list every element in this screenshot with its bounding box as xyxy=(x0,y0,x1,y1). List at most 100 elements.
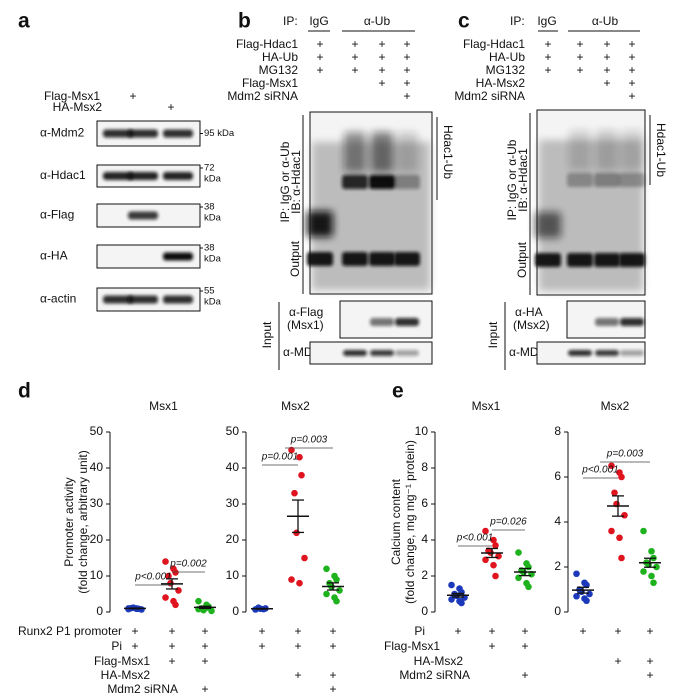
condition-mark: + xyxy=(378,37,385,51)
data-point xyxy=(648,547,655,555)
blot-label: α-Mdm2 xyxy=(40,126,85,140)
data-point xyxy=(492,542,499,549)
error-bar xyxy=(129,607,141,610)
condition-mark: + xyxy=(329,668,336,682)
condition-mark: + xyxy=(201,639,208,653)
blot-band xyxy=(594,253,620,267)
data-point xyxy=(162,594,169,601)
p-value: p=0.002 xyxy=(169,559,207,570)
condition-mark: + xyxy=(576,50,583,64)
y-axis-label: (fold change, arbitrary unit) xyxy=(76,450,90,593)
panel-letter: d xyxy=(18,380,31,403)
blot-band xyxy=(163,295,193,304)
data-point xyxy=(172,569,179,576)
blot-label: (Msx2) xyxy=(513,318,550,332)
error-bar xyxy=(486,547,498,559)
blot-band xyxy=(128,211,158,220)
data-point xyxy=(608,527,615,535)
chart-title: Msx2 xyxy=(281,399,310,413)
blot-band xyxy=(620,350,644,356)
condition-label: HA-Msx2 xyxy=(476,76,526,90)
data-point xyxy=(482,556,489,564)
data-point xyxy=(288,576,295,583)
data-point xyxy=(298,471,305,479)
y-tick-label: 50 xyxy=(226,424,240,438)
condition-mark: + xyxy=(378,76,385,90)
p-value: p<0.001 xyxy=(134,572,171,583)
condition-mark: + xyxy=(403,89,410,103)
blot-band xyxy=(535,212,561,238)
condition-mark: + xyxy=(351,37,358,51)
condition-mark: + xyxy=(201,682,208,696)
y-tick-label: 30 xyxy=(226,496,240,510)
kda-label: 72 xyxy=(204,163,215,174)
y-tick-label: 0 xyxy=(96,604,103,618)
data-point xyxy=(573,592,580,600)
blot-band xyxy=(596,130,618,170)
condition-mark: + xyxy=(168,639,175,653)
y-axis-label: Calcium content xyxy=(389,478,403,565)
blot-band xyxy=(595,318,619,326)
condition-mark: + xyxy=(579,624,586,638)
y-tick-label: 6 xyxy=(554,469,561,483)
condition-label: Mdm2 siRNA xyxy=(227,89,298,103)
condition-mark: + xyxy=(614,654,621,668)
ip-label: IP: xyxy=(510,14,525,28)
y-tick-label: 0 xyxy=(421,604,428,618)
condition-mark: + xyxy=(488,624,495,638)
ip-group: α-Ub xyxy=(364,14,391,28)
y-tick-label: 30 xyxy=(90,496,104,510)
data-point xyxy=(495,552,502,560)
condition-mark: + xyxy=(544,63,551,77)
condition-mark: + xyxy=(628,50,635,64)
data-point xyxy=(323,565,330,573)
data-point xyxy=(301,554,308,562)
error-bar xyxy=(452,592,464,598)
blot-band xyxy=(103,172,133,180)
blot-band xyxy=(567,253,593,267)
condition-mark: + xyxy=(129,89,136,103)
blot-band xyxy=(567,173,593,187)
condition-mark: + xyxy=(628,37,635,51)
data-point xyxy=(608,462,615,470)
blot-band xyxy=(620,318,644,326)
blot-band xyxy=(396,132,418,172)
p-value: p=0.003 xyxy=(606,449,644,460)
data-point xyxy=(490,561,497,569)
blot-band xyxy=(619,173,645,187)
blot-band xyxy=(128,295,158,304)
condition-mark: + xyxy=(201,654,208,668)
condition-mark: + xyxy=(628,76,635,90)
error-bar xyxy=(292,499,304,534)
blot-label: (Msx1) xyxy=(287,318,324,332)
condition-mark: + xyxy=(378,63,385,77)
blot-band xyxy=(568,350,592,356)
blot-band xyxy=(395,350,419,356)
condition-mark: + xyxy=(351,50,358,64)
y-tick-label: 20 xyxy=(90,532,104,546)
input-label: Input xyxy=(486,321,500,348)
data-point xyxy=(621,511,628,519)
ip-ib-label: IP: IgG or α-Ub xyxy=(278,141,292,222)
condition-mark: + xyxy=(628,63,635,77)
condition-mark: + xyxy=(294,624,301,638)
condition-mark: + xyxy=(603,37,610,51)
condition-label: Flag-Hdac1 xyxy=(463,37,525,51)
panel-letter: c xyxy=(458,10,470,33)
chart-title: Msx2 xyxy=(601,399,630,413)
blot-band xyxy=(342,252,368,266)
data-point xyxy=(175,587,182,594)
input-label: Input xyxy=(260,321,274,348)
data-point xyxy=(162,558,169,565)
blot-band xyxy=(103,295,133,304)
data-point xyxy=(333,576,340,583)
condition-mark: + xyxy=(544,50,551,64)
condition-label: HA-Ub xyxy=(262,50,298,64)
blot-band xyxy=(394,252,420,266)
p-value: p<0.001 xyxy=(581,465,618,476)
data-point xyxy=(648,572,655,580)
condition-mark: + xyxy=(403,63,410,77)
data-point xyxy=(525,583,532,591)
